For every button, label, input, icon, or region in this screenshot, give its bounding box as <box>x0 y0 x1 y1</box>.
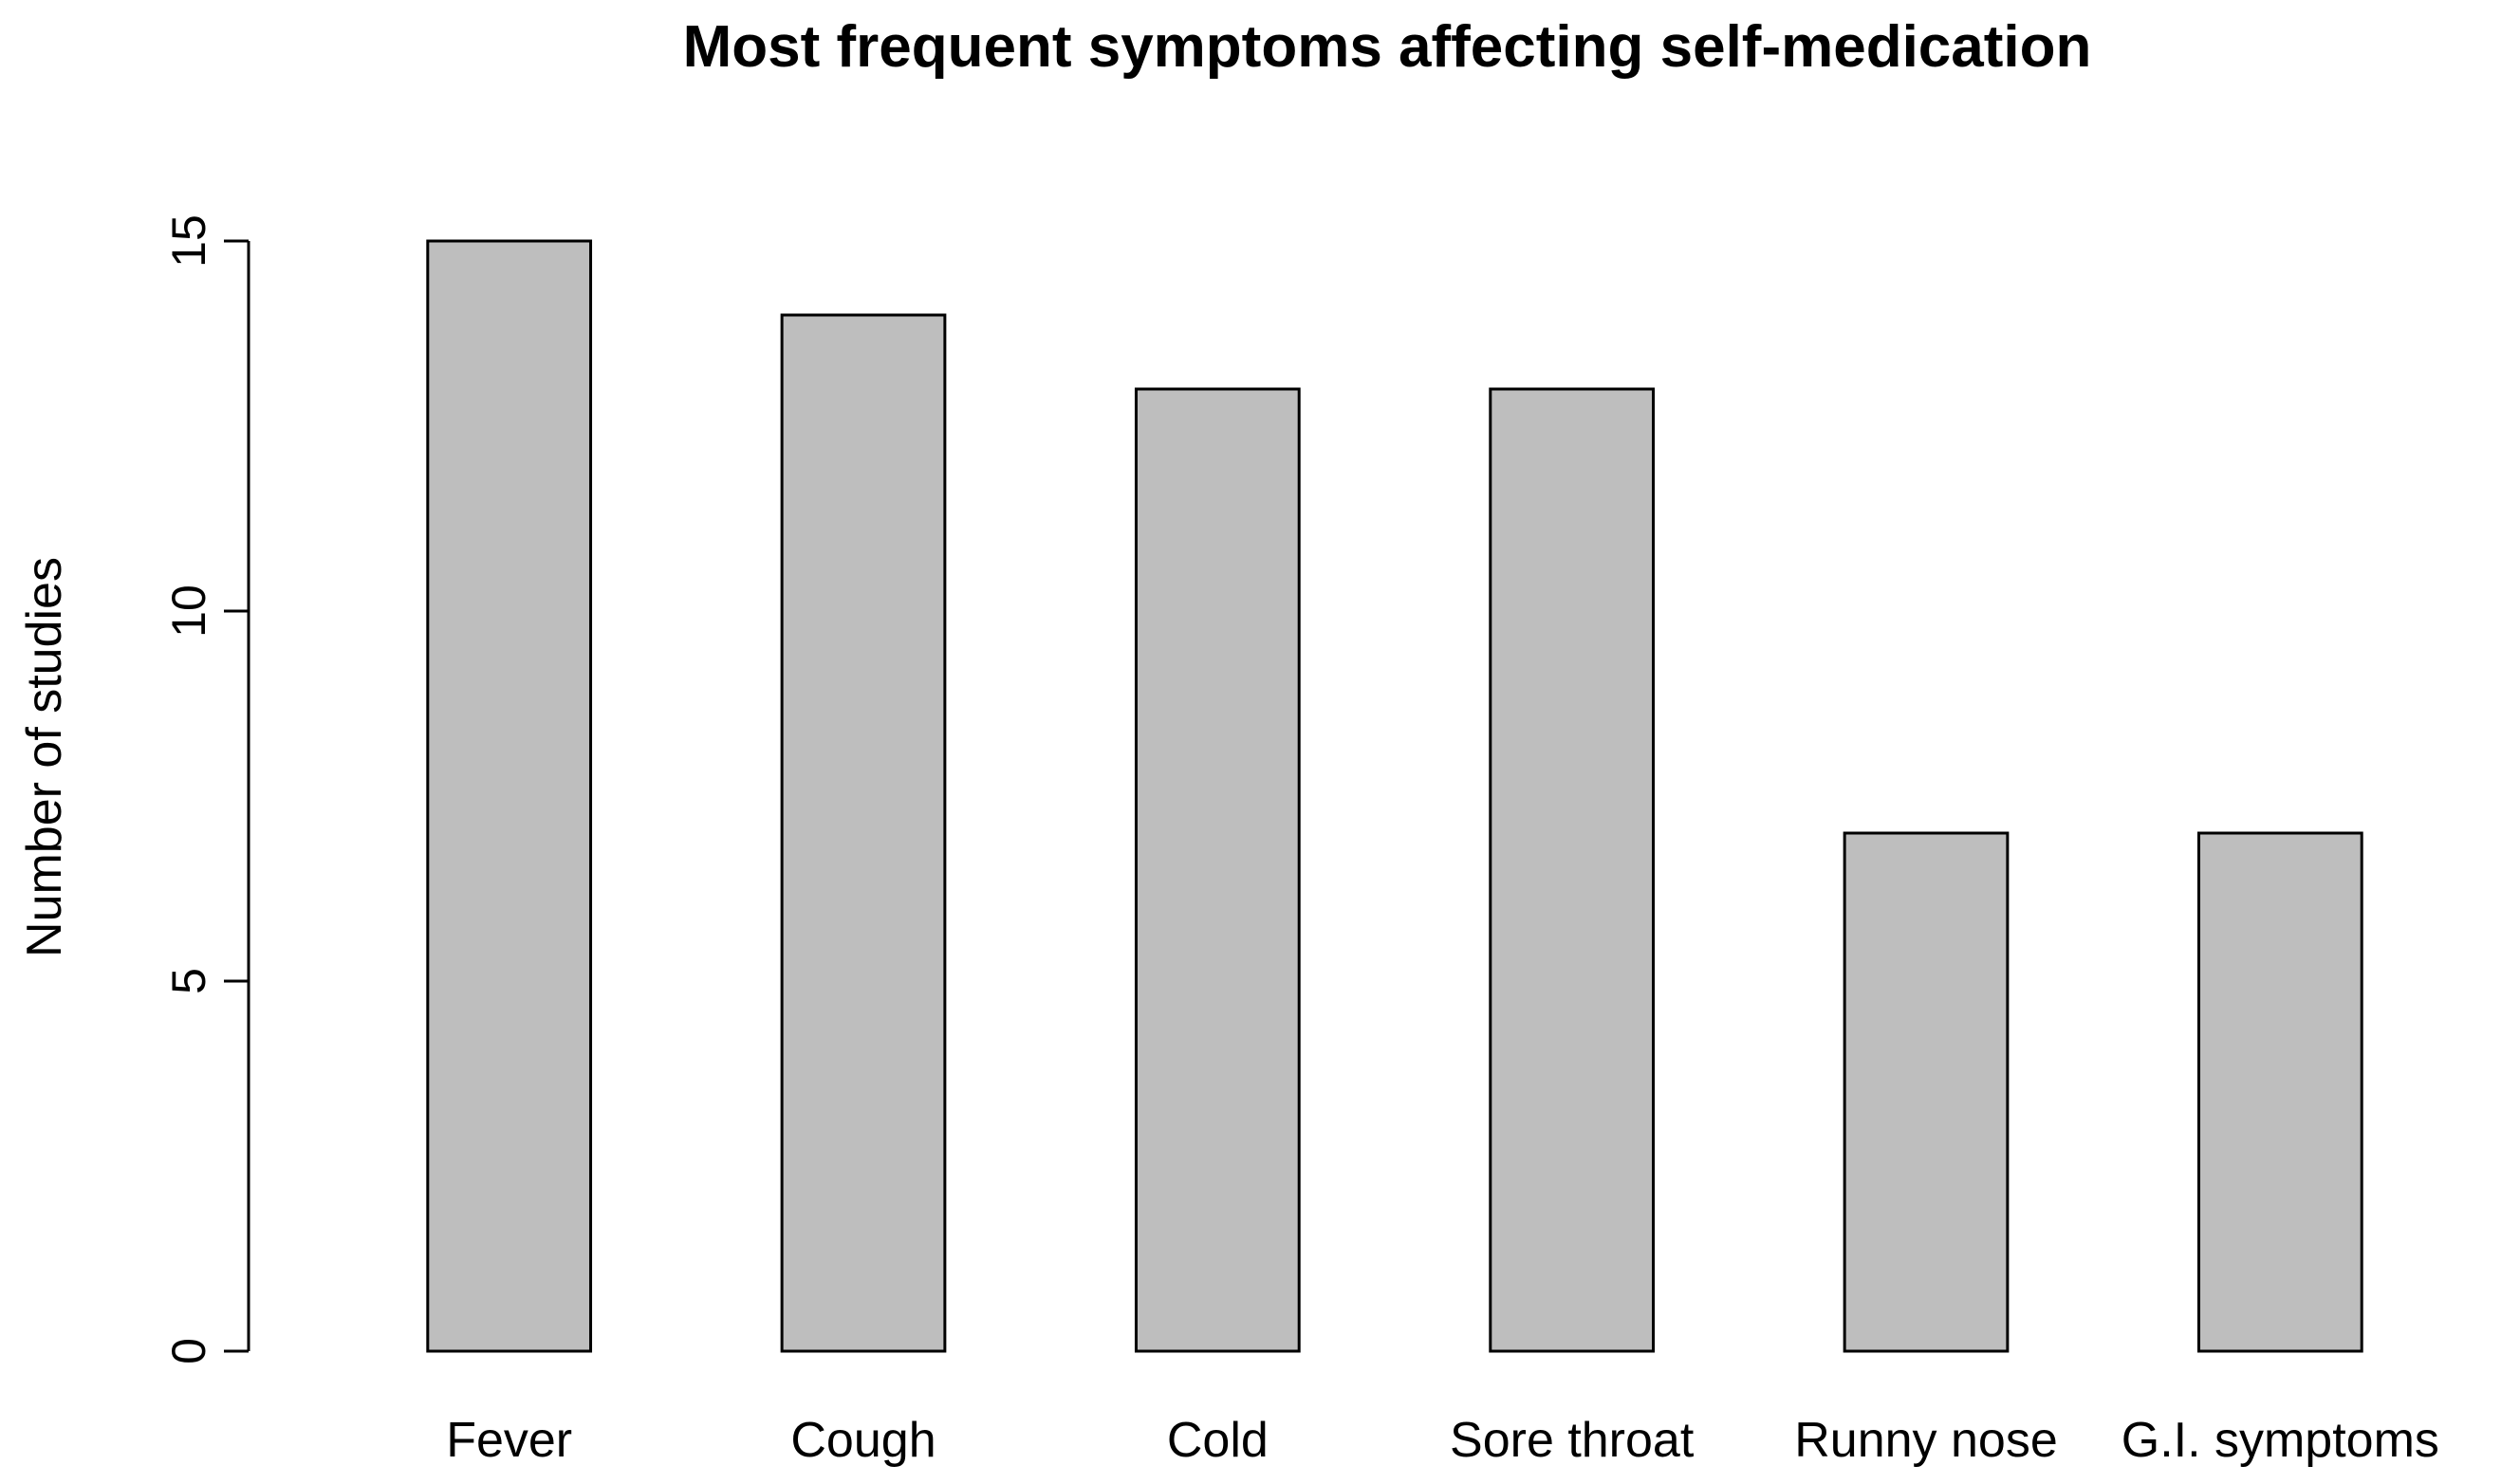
bar-fever <box>426 239 593 1353</box>
y-axis: 0 5 10 15 <box>162 214 250 1364</box>
chart-title: Most frequent symptoms affecting self-me… <box>683 14 2092 80</box>
y-tick-label: 10 <box>162 584 215 638</box>
x-axis-labels: Fever Cough Cold Sore throat Runny nose G.I. … <box>446 1413 2439 1468</box>
y-tick-label: 15 <box>162 214 215 268</box>
x-category-label: Cough <box>790 1413 936 1468</box>
bar-runny-nose <box>1843 831 2010 1353</box>
x-category-label: Sore throat <box>1450 1413 1695 1468</box>
x-category-label: Cold <box>1167 1413 1269 1468</box>
bar-cough <box>780 313 947 1353</box>
y-tick-label: 0 <box>162 1338 215 1364</box>
bar-g-i-symptoms <box>2196 831 2363 1353</box>
x-category-label: Runny nose <box>1794 1413 2058 1468</box>
y-tick-label: 5 <box>162 968 215 994</box>
x-category-label: Fever <box>446 1413 572 1468</box>
bar-sore-throat <box>1489 387 1656 1353</box>
bar-cold <box>1134 387 1301 1353</box>
x-category-label: G.I. symptoms <box>2122 1413 2439 1468</box>
y-axis-label: Number of studies <box>17 557 72 957</box>
bars-group <box>426 239 2363 1353</box>
